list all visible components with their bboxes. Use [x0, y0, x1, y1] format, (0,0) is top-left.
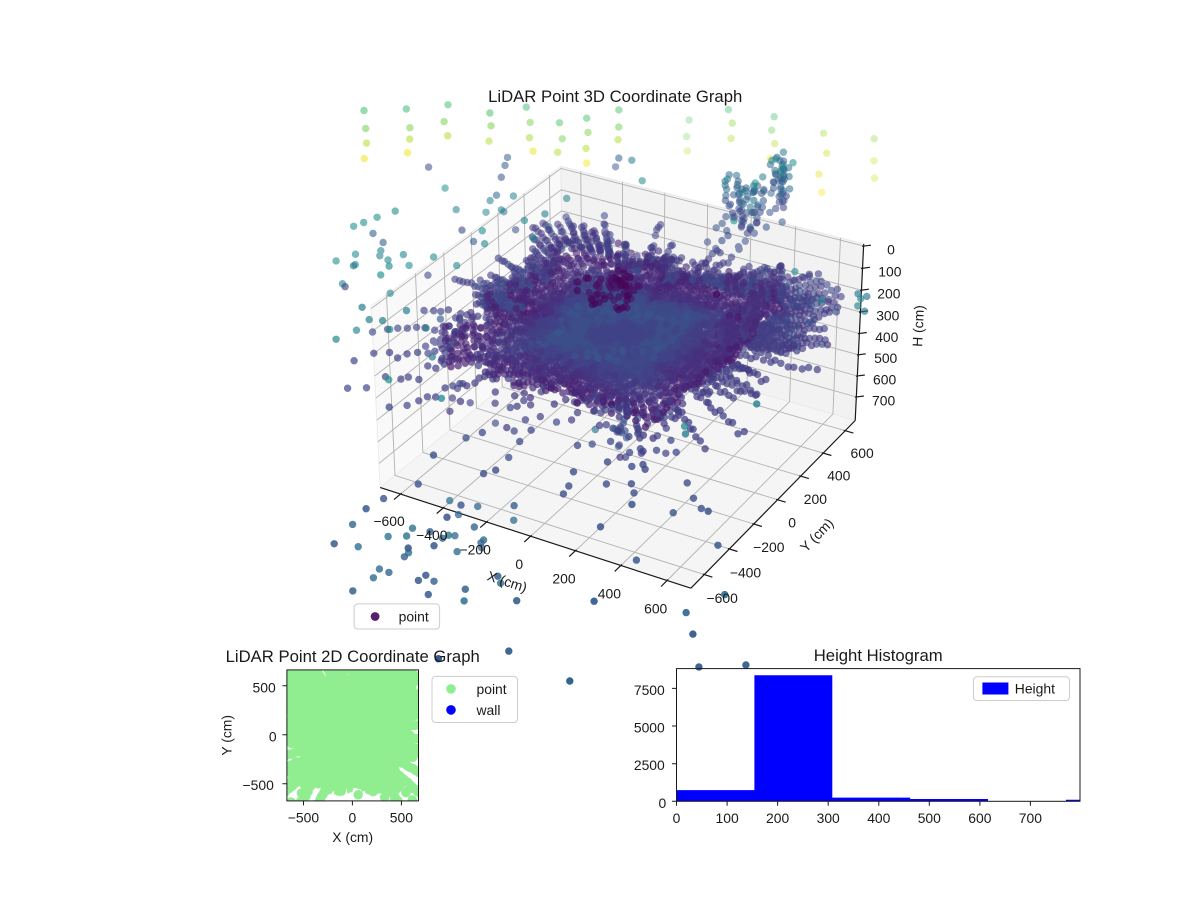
svg-text:0: 0: [515, 556, 523, 572]
svg-text:0: 0: [659, 795, 667, 811]
svg-text:0: 0: [673, 810, 681, 826]
svg-text:0: 0: [788, 515, 796, 531]
svg-text:0: 0: [349, 810, 357, 826]
svg-text:600: 600: [968, 810, 991, 826]
svg-text:H (cm): H (cm): [909, 305, 927, 347]
svg-text:200: 200: [766, 810, 789, 826]
svg-text:600: 600: [851, 445, 874, 461]
svg-text:7500: 7500: [634, 682, 665, 698]
svg-text:100: 100: [716, 810, 739, 826]
svg-text:400: 400: [827, 468, 850, 484]
svg-text:500: 500: [874, 350, 897, 366]
svg-text:LiDAR Point 3D Coordinate Grap: LiDAR Point 3D Coordinate Graph: [488, 87, 742, 106]
svg-text:300: 300: [876, 307, 899, 323]
svg-text:300: 300: [817, 810, 840, 826]
svg-text:−400: −400: [730, 564, 762, 580]
svg-text:−200: −200: [753, 539, 785, 555]
svg-text:Y (cm): Y (cm): [219, 715, 235, 756]
svg-text:600: 600: [873, 371, 896, 387]
svg-text:100: 100: [878, 264, 901, 280]
svg-text:−400: −400: [416, 527, 448, 543]
svg-text:500: 500: [253, 680, 276, 696]
svg-text:400: 400: [598, 586, 621, 602]
svg-text:700: 700: [1019, 810, 1042, 826]
svg-text:200: 200: [552, 571, 575, 587]
svg-text:point: point: [477, 681, 507, 697]
svg-text:point: point: [399, 609, 429, 625]
svg-text:wall: wall: [476, 702, 501, 718]
svg-text:−500: −500: [288, 810, 320, 826]
svg-text:Height Histogram: Height Histogram: [814, 646, 943, 665]
svg-text:200: 200: [877, 286, 900, 302]
svg-text:400: 400: [875, 329, 898, 345]
svg-text:−600: −600: [373, 513, 405, 529]
svg-text:−500: −500: [243, 777, 275, 793]
svg-text:0: 0: [887, 242, 895, 258]
svg-text:X (cm): X (cm): [332, 829, 373, 845]
svg-text:5000: 5000: [634, 720, 665, 736]
svg-text:−600: −600: [707, 590, 739, 606]
svg-text:400: 400: [867, 810, 890, 826]
svg-text:700: 700: [872, 392, 895, 408]
svg-text:500: 500: [390, 810, 413, 826]
svg-text:500: 500: [918, 810, 941, 826]
svg-text:2500: 2500: [634, 757, 665, 773]
svg-text:LiDAR Point 2D Coordinate Grap: LiDAR Point 2D Coordinate Graph: [226, 647, 480, 666]
svg-text:Height: Height: [1015, 681, 1055, 697]
svg-text:−200: −200: [460, 541, 492, 557]
svg-text:200: 200: [804, 491, 827, 507]
svg-text:0: 0: [269, 728, 277, 744]
svg-text:600: 600: [644, 601, 667, 617]
